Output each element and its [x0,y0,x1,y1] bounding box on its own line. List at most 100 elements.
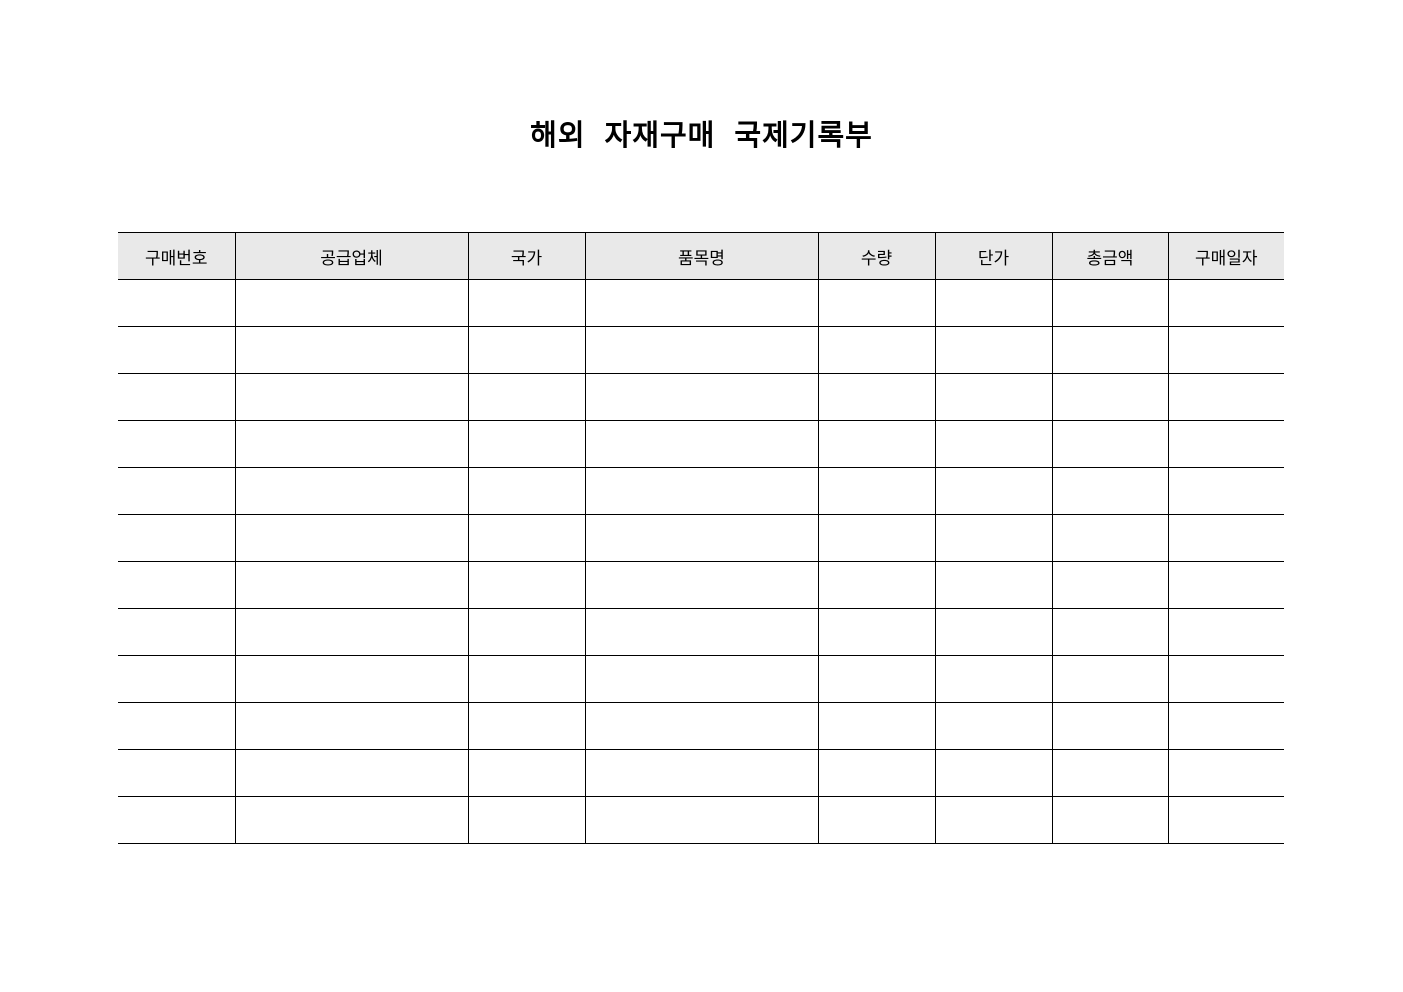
table-cell[interactable] [118,467,236,515]
table-cell[interactable] [234,702,469,750]
table-cell[interactable] [1051,373,1169,421]
table-cell[interactable] [584,561,819,609]
table-cell[interactable] [1167,420,1284,468]
table-cell[interactable] [1167,467,1284,515]
table-cell[interactable] [934,420,1053,468]
table-cell[interactable] [584,608,819,656]
table-cell[interactable] [584,467,819,515]
table-cell[interactable] [817,608,936,656]
table-cell[interactable] [1051,608,1169,656]
table-cell[interactable] [934,702,1053,750]
table-cell[interactable] [118,702,236,750]
table-cell[interactable] [118,608,236,656]
table-cell[interactable] [934,514,1053,562]
table-cell[interactable] [234,373,469,421]
table-row [118,608,1284,656]
table-cell[interactable] [1167,279,1284,327]
table-cell[interactable] [1051,749,1169,797]
table-cell[interactable] [118,655,236,703]
table-cell[interactable] [1051,796,1169,844]
table-cell[interactable] [1167,796,1284,844]
table-cell[interactable] [817,796,936,844]
table-cell[interactable] [467,373,586,421]
table-cell[interactable] [234,561,469,609]
table-cell[interactable] [1167,561,1284,609]
table-cell[interactable] [1051,326,1169,374]
table-cell[interactable] [1051,655,1169,703]
table-cell[interactable] [118,420,236,468]
table-cell[interactable] [467,514,586,562]
table-cell[interactable] [1051,702,1169,750]
table-cell[interactable] [467,326,586,374]
table-cell[interactable] [817,467,936,515]
table-cell[interactable] [467,467,586,515]
table-cell[interactable] [934,279,1053,327]
table-cell[interactable] [467,796,586,844]
table-cell[interactable] [934,655,1053,703]
table-cell[interactable] [118,373,236,421]
table-cell[interactable] [234,279,469,327]
table-cell[interactable] [584,702,819,750]
table-cell[interactable] [817,514,936,562]
table-cell[interactable] [584,420,819,468]
table-cell[interactable] [1051,420,1169,468]
table-cell[interactable] [234,467,469,515]
table-cell[interactable] [1167,373,1284,421]
table-cell[interactable] [467,655,586,703]
table-cell[interactable] [467,279,586,327]
table-cell[interactable] [817,373,936,421]
table-cell[interactable] [584,514,819,562]
table-cell[interactable] [584,749,819,797]
table-cell[interactable] [584,373,819,421]
table-cell[interactable] [1167,608,1284,656]
table-cell[interactable] [118,561,236,609]
table-cell[interactable] [584,655,819,703]
table-cell[interactable] [934,373,1053,421]
table-cell[interactable] [467,749,586,797]
table-cell[interactable] [934,796,1053,844]
table-header-row: 구매번호 공급업체 국가 품목명 수량 단가 총금액 구매일자 [118,232,1284,280]
table-cell[interactable] [817,655,936,703]
table-cell[interactable] [467,608,586,656]
table-cell[interactable] [1051,514,1169,562]
table-cell[interactable] [467,420,586,468]
table-cell[interactable] [817,561,936,609]
table-cell[interactable] [934,326,1053,374]
table-cell[interactable] [584,279,819,327]
table-cell[interactable] [234,608,469,656]
table-row [118,796,1284,844]
table-cell[interactable] [234,655,469,703]
table-cell[interactable] [1167,749,1284,797]
table-cell[interactable] [467,561,586,609]
table-cell[interactable] [234,326,469,374]
table-cell[interactable] [817,279,936,327]
table-cell[interactable] [234,796,469,844]
table-cell[interactable] [234,514,469,562]
table-cell[interactable] [584,326,819,374]
table-cell[interactable] [817,749,936,797]
table-cell[interactable] [934,749,1053,797]
table-cell[interactable] [467,702,586,750]
table-cell[interactable] [934,467,1053,515]
table-cell[interactable] [118,279,236,327]
table-cell[interactable] [1167,702,1284,750]
table-cell[interactable] [584,796,819,844]
table-cell[interactable] [234,749,469,797]
table-row [118,749,1284,797]
table-cell[interactable] [817,326,936,374]
table-cell[interactable] [1167,514,1284,562]
table-cell[interactable] [118,749,236,797]
table-cell[interactable] [118,514,236,562]
table-cell[interactable] [817,420,936,468]
table-cell[interactable] [934,608,1053,656]
table-cell[interactable] [118,796,236,844]
table-cell[interactable] [934,561,1053,609]
table-cell[interactable] [234,420,469,468]
table-cell[interactable] [1167,655,1284,703]
table-cell[interactable] [1167,326,1284,374]
table-cell[interactable] [118,326,236,374]
table-cell[interactable] [817,702,936,750]
table-cell[interactable] [1051,279,1169,327]
table-cell[interactable] [1051,561,1169,609]
table-cell[interactable] [1051,467,1169,515]
